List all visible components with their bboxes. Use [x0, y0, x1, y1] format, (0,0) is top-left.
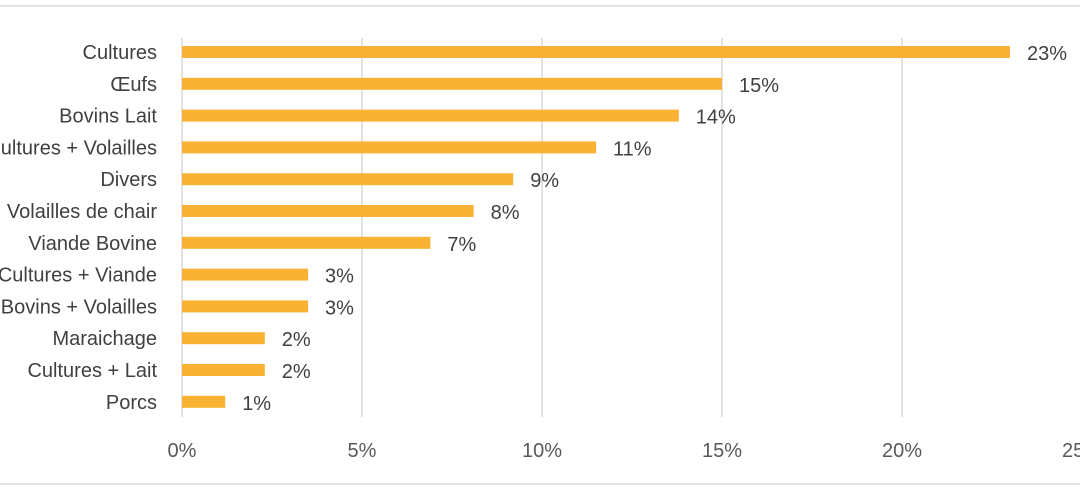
- bar: [182, 268, 308, 281]
- data-label: 8%: [491, 202, 520, 224]
- data-label: 3%: [325, 266, 354, 288]
- data-label: 3%: [325, 297, 354, 319]
- category-label: Cultures + Volailles: [0, 137, 157, 159]
- category-label: Viande Bovine: [28, 233, 157, 255]
- bar: [182, 205, 474, 217]
- bar: [182, 236, 431, 249]
- data-label: 7%: [447, 234, 476, 256]
- category-label: Bovins Lait: [59, 106, 157, 128]
- category-label: Porcs: [106, 392, 157, 414]
- category-label: Cultures: [83, 42, 157, 64]
- bar: [182, 395, 226, 408]
- bar: [182, 77, 722, 90]
- data-label: 1%: [242, 393, 271, 415]
- bar: [182, 173, 514, 186]
- x-tick-label: 10%: [522, 440, 562, 462]
- data-label: 23%: [1027, 43, 1067, 65]
- category-label: Divers: [100, 169, 157, 191]
- x-tick-label: 0%: [168, 440, 197, 462]
- data-label: 11%: [613, 138, 652, 160]
- data-label: 2%: [282, 361, 311, 383]
- category-label: Bovins + Volailles: [1, 296, 157, 318]
- data-label: 14%: [696, 107, 736, 129]
- category-label: Cultures + Viande: [0, 265, 157, 287]
- bar: [182, 332, 265, 345]
- bar: [182, 46, 1010, 58]
- bar: [182, 141, 596, 154]
- bar: [182, 109, 679, 122]
- x-tick-label: 20%: [882, 440, 922, 462]
- x-tick-label: 5%: [348, 440, 377, 462]
- bar: [182, 300, 308, 313]
- bar: [182, 364, 265, 376]
- data-label: 9%: [530, 170, 559, 192]
- data-label: 2%: [282, 329, 311, 351]
- category-label: Cultures + Lait: [27, 360, 157, 382]
- x-tick-label: 15%: [702, 440, 742, 462]
- category-label: Maraichage: [52, 328, 157, 350]
- data-label: 15%: [739, 75, 779, 97]
- category-label: Volailles de chair: [7, 201, 157, 223]
- x-tick-label: 25%: [1062, 440, 1080, 462]
- category-label: Œufs: [110, 74, 157, 96]
